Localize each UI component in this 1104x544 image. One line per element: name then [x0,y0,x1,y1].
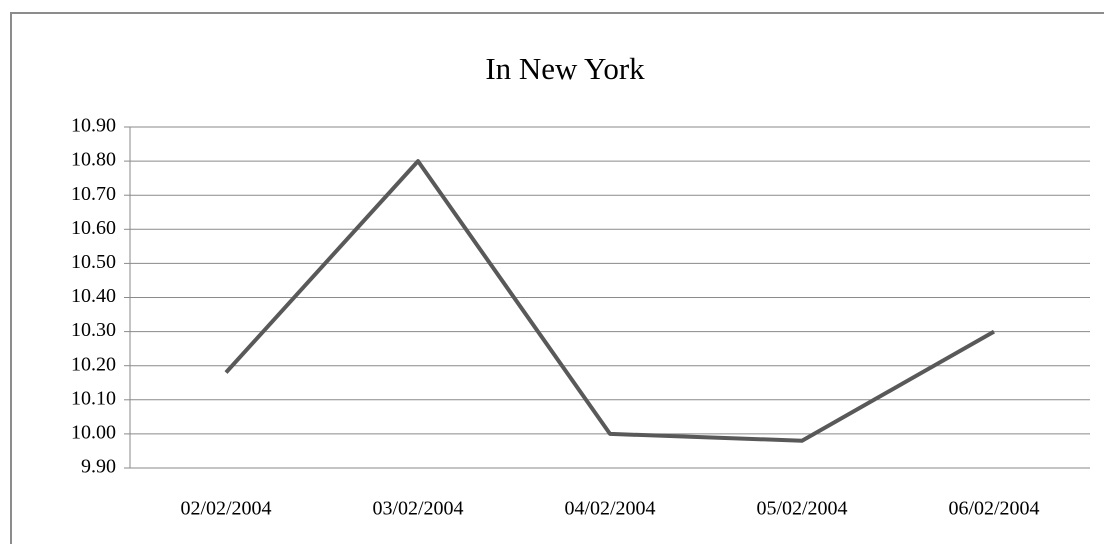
x-tick-label: 05/02/2004 [756,498,847,520]
x-tick-label: 04/02/2004 [564,498,655,520]
data-line [224,159,995,443]
x-tick-label: 03/02/2004 [372,498,463,520]
chart-title: In New York [485,51,645,86]
y-tick-label: 10.80 [71,149,116,171]
y-tick-label: 10.70 [71,183,116,205]
y-tick-label: 10.90 [71,115,116,137]
y-tick-label: 9.90 [81,456,116,478]
chart-frame [10,12,1104,544]
y-tick-label: 10.20 [71,353,116,375]
y-tick-label: 10.40 [71,285,116,307]
y-tick-label: 10.00 [71,421,116,443]
y-tick-label: 10.10 [71,387,116,409]
y-tick-label: 10.60 [71,217,116,239]
x-tick-label: 06/02/2004 [948,498,1039,520]
y-tick-label: 10.30 [71,319,116,341]
x-tick-label: 02/02/2004 [180,498,271,520]
y-tick-label: 10.50 [71,251,116,273]
